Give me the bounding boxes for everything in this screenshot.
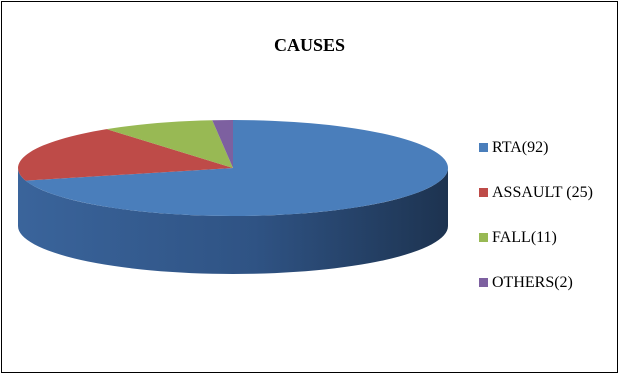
pie-slice-rta [25,120,448,216]
legend-label-rta: RTA(92) [492,139,549,156]
pie-slice-assault [17,129,233,181]
chart-title: CAUSES [273,35,346,55]
legend-label-fall: FALL(11) [492,229,557,246]
legend-swatch-fall [479,233,488,242]
pie-side-wall-rta [18,168,448,274]
legend-label-others: OTHERS(2) [492,274,573,291]
legend-swatch-rta [479,143,488,152]
legend-swatch-assault [479,188,488,197]
legend-label-assault: ASSAULT (25) [492,184,593,201]
pie-slice-others [212,120,233,168]
legend-swatch-others [479,278,488,287]
pie-slice-fall [106,120,233,168]
